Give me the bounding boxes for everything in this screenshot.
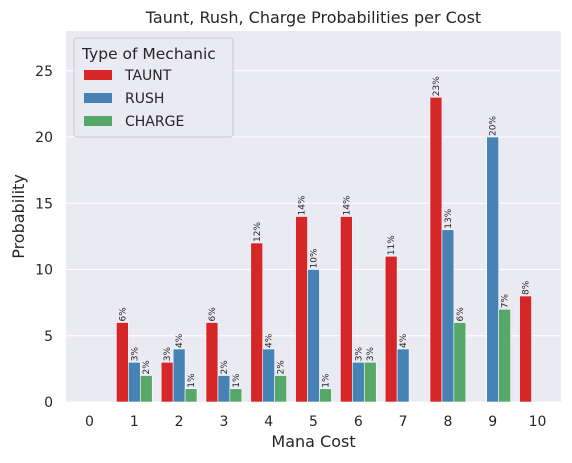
bar-label-taunt: 23%: [432, 76, 442, 96]
bar-label-charge: 7%: [501, 294, 511, 309]
x-tick-label: 10: [529, 414, 547, 430]
bar-label-charge: 6%: [456, 307, 466, 322]
legend-label-charge: CHARGE: [125, 114, 184, 130]
x-tick-label: 0: [85, 414, 94, 430]
bar-labels: 6%3%6%12%14% 14%11%23%8%3%4%2%4%10%3%4%13…: [118, 76, 531, 388]
bar-charge: [498, 308, 511, 403]
bar-taunt: [519, 295, 532, 403]
bar-label-taunt: 14%: [298, 195, 308, 215]
bar-label-charge: 1%: [232, 373, 242, 388]
y-tick-label: 0: [44, 395, 53, 411]
y-tick-label: 15: [35, 196, 53, 212]
bar-label-charge: 1%: [187, 373, 197, 388]
bar-label-taunt: 6%: [118, 307, 128, 322]
legend-label-rush: RUSH: [125, 91, 164, 107]
bar-charge: [319, 388, 332, 403]
bar-taunt: [116, 322, 129, 403]
bar-charge: [453, 322, 467, 403]
bar-label-charge: 2%: [142, 360, 152, 375]
bar-rush: [441, 229, 455, 403]
bar-rush: [486, 136, 499, 403]
bar-label-rush: 20%: [489, 116, 499, 136]
bars: [116, 96, 532, 403]
bar-label-taunt: 8%: [522, 280, 532, 295]
bar-rush: [307, 269, 320, 403]
bar-label-rush: 3%: [354, 347, 364, 362]
bar-rush: [128, 361, 141, 403]
bar-label-taunt: 6%: [208, 307, 218, 322]
y-tick-label: 25: [35, 64, 53, 80]
bar-taunt: [160, 361, 174, 403]
bar-rush: [396, 348, 410, 403]
chart-title: Taunt, Rush, Charge Probabilities per Co…: [145, 8, 481, 27]
bar-rush: [217, 375, 231, 403]
bar-rush: [262, 348, 275, 403]
bar-label-charge: 2%: [277, 360, 287, 375]
legend-label-taunt: TAUNT: [124, 68, 172, 84]
bar-taunt: [340, 216, 353, 403]
x-tick-label: 2: [175, 414, 184, 430]
y-tick-label: 10: [35, 263, 53, 279]
y-axis-label: Probability: [9, 174, 28, 259]
bar-rush: [172, 348, 186, 403]
x-tick-label: 7: [399, 414, 408, 430]
y-tick-label: 5: [44, 329, 53, 345]
x-tick-label: 3: [219, 414, 228, 430]
bar-taunt: [384, 255, 398, 403]
bar-label-taunt: 12%: [253, 222, 263, 242]
legend-swatch-charge: [84, 116, 112, 126]
bar-label-taunt: 14%: [342, 195, 352, 215]
bar-charge: [274, 375, 287, 403]
bar-label-taunt: 11%: [387, 235, 397, 255]
x-tick-label: 8: [443, 414, 452, 430]
bar-charge: [229, 388, 243, 403]
legend-swatch-rush: [84, 93, 112, 103]
x-tick-label: 6: [354, 414, 363, 430]
bar-label-rush: 2%: [220, 360, 230, 375]
x-tick-labels: 0 1 2 3 4 5 6 7 8 9 10: [85, 414, 546, 430]
legend-box: [73, 37, 234, 138]
x-axis-label: Mana Cost: [271, 432, 355, 451]
bar-charge: [363, 361, 377, 403]
bar-taunt: [250, 242, 264, 403]
legend-title: Type of Mechanic: [81, 45, 216, 63]
bar-label-rush: 4%: [265, 333, 275, 348]
bar-label-charge: 1%: [321, 373, 331, 388]
bar-label-rush: 4%: [399, 333, 409, 348]
bar-rush: [352, 361, 365, 403]
x-tick-label: 1: [130, 414, 139, 430]
bar-label-rush: 4%: [175, 333, 185, 348]
legend-swatch-taunt: [84, 70, 112, 80]
bar-charge: [184, 388, 198, 403]
bar-label-charge: 3%: [366, 347, 376, 362]
bar-label-rush: 3%: [130, 347, 140, 362]
bar-taunt: [205, 322, 219, 403]
x-tick-label: 5: [309, 414, 318, 430]
bar-charge: [139, 375, 153, 403]
bar-taunt: [295, 216, 308, 403]
bar-label-rush: 13%: [444, 208, 454, 228]
x-tick-label: 9: [488, 414, 497, 430]
y-tick-label: 20: [35, 130, 53, 146]
bar-label-taunt: 3%: [163, 347, 173, 362]
legend: Type of Mechanic TAUNT RUSH CHARGE: [73, 37, 234, 138]
x-tick-label: 4: [264, 414, 273, 430]
bar-taunt: [429, 96, 443, 403]
y-tick-labels: 0 5 10 15 20 25: [35, 64, 53, 411]
bar-label-rush: 10%: [310, 248, 320, 268]
